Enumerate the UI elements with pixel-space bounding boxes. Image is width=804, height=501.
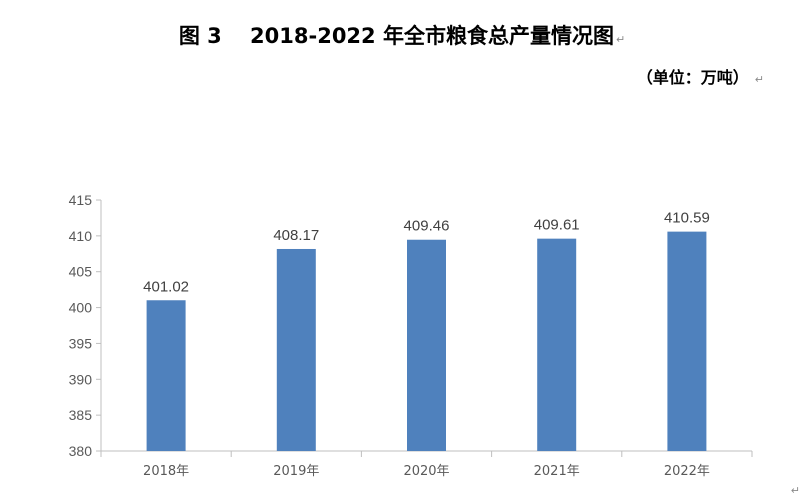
x-axis: 2018年 2019年 2020年 2021年 2022年	[100, 450, 753, 479]
data-label: 401.02	[143, 278, 189, 295]
data-label: 408.17	[273, 227, 319, 244]
bar	[667, 231, 707, 451]
bar	[537, 238, 577, 451]
chart-title: 图 3 2018-2022 年全市粮食总产量情况图 ↵	[0, 20, 804, 50]
y-tick-label: 410	[69, 228, 93, 244]
unit-label: （单位：万吨） ↵	[637, 64, 764, 88]
x-tick-label: 2022年	[664, 464, 710, 479]
y-axis: 380 385 390 395 400 405 410 415	[69, 192, 102, 459]
paragraph-mark-icon: ↵	[615, 33, 626, 46]
x-tick-label: 2021年	[534, 464, 580, 479]
y-tick-label: 415	[69, 192, 93, 208]
y-tick-label: 395	[69, 335, 93, 351]
bar	[276, 248, 316, 451]
paragraph-mark-icon: ↵	[790, 484, 800, 497]
data-label: 409.46	[404, 218, 450, 235]
x-tick-label: 2020年	[403, 464, 449, 479]
x-tick-label: 2018年	[143, 464, 189, 479]
data-label: 409.61	[534, 217, 580, 234]
paragraph-mark-icon: ↵	[754, 73, 764, 86]
chart-title-text: 图 3 2018-2022 年全市粮食总产量情况图	[178, 24, 614, 48]
y-tick-label: 390	[69, 371, 93, 387]
data-label: 410.59	[664, 210, 710, 227]
unit-label-text: （单位：万吨）	[636, 68, 749, 87]
x-tick-label: 2019年	[273, 464, 319, 479]
y-tick-label: 405	[69, 264, 93, 280]
bar-series	[146, 231, 707, 451]
y-tick-label: 380	[69, 443, 93, 459]
bar	[146, 300, 186, 451]
y-tick-label: 385	[69, 407, 93, 423]
y-tick-label: 400	[69, 300, 93, 316]
data-labels: 401.02 408.17 409.46 409.61 410.59	[143, 210, 710, 296]
bar	[407, 239, 446, 451]
